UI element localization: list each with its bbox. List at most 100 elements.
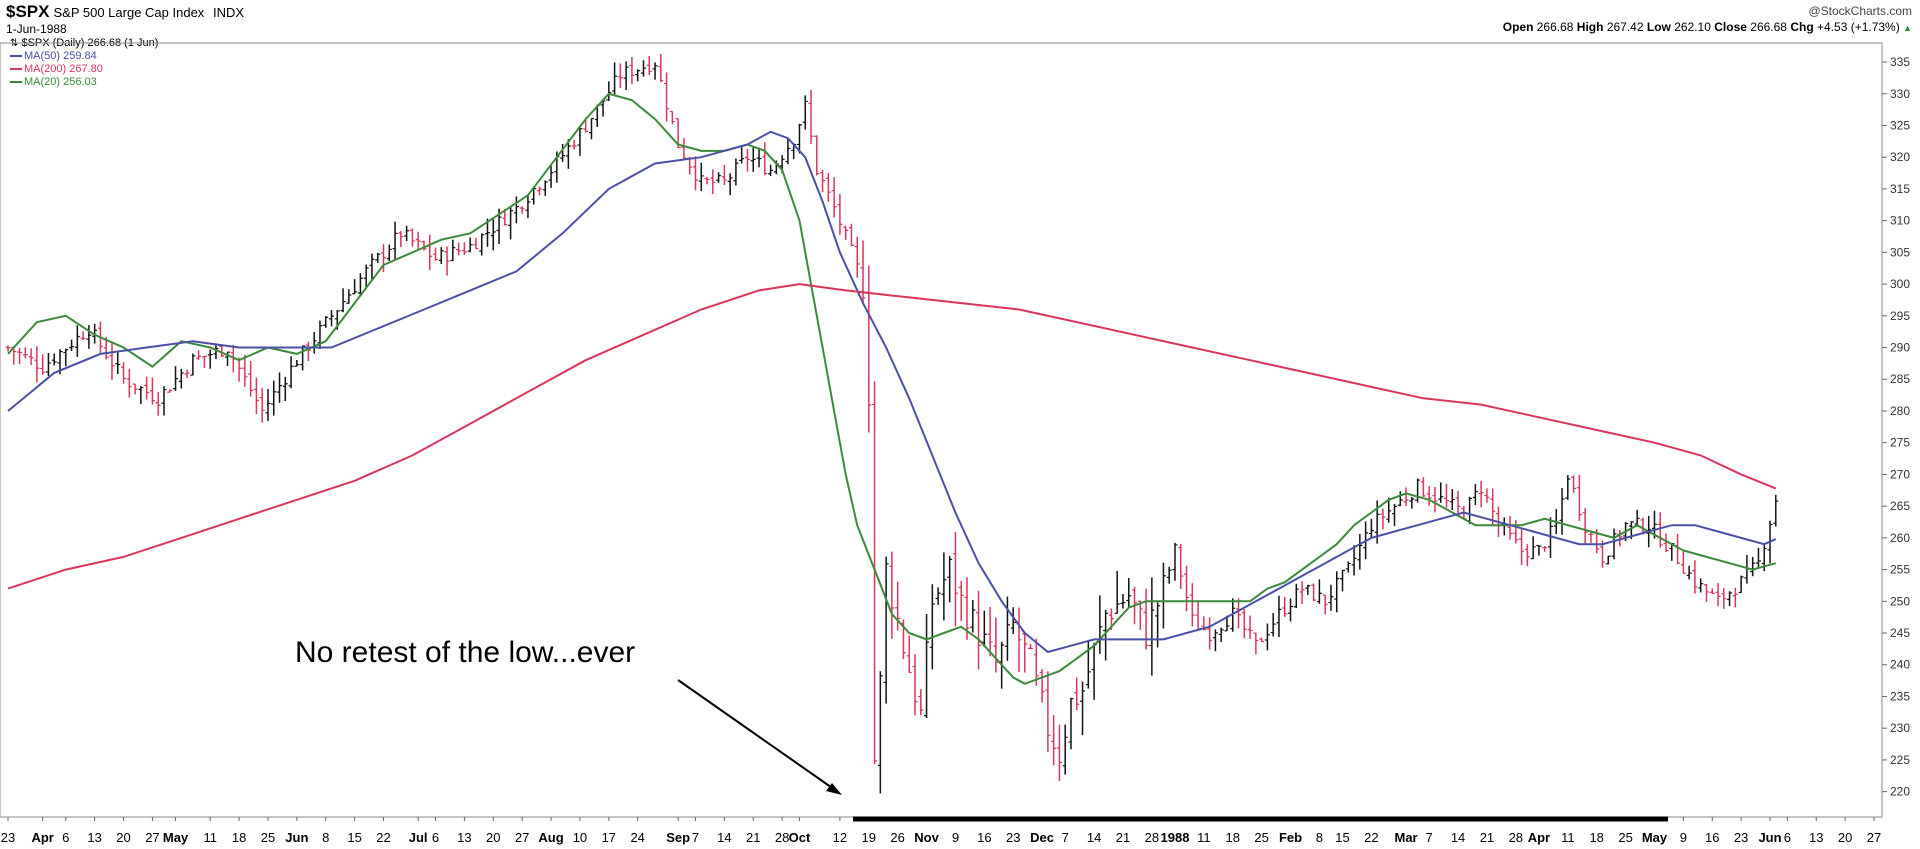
legend-ma20-label: MA(20) 256.03 <box>24 76 97 88</box>
x-tick-label: Dec <box>1030 830 1054 845</box>
y-tick-label: 335 <box>1890 55 1910 69</box>
x-tick-label: 9 <box>952 830 959 845</box>
x-tick-label: 15 <box>347 830 361 845</box>
x-tick-label: Jun <box>1758 830 1781 845</box>
open-label: Open <box>1502 20 1534 34</box>
symbol-label: $SPX <box>6 2 50 21</box>
y-tick-label: 275 <box>1890 436 1910 450</box>
annotation-arrow <box>677 679 839 793</box>
low-label: Low <box>1646 20 1671 34</box>
x-tick-label: 9 <box>1680 830 1687 845</box>
chart-legend: ⇅ $SPX (Daily) 266.68 (1 Jun) MA(50) 259… <box>10 37 158 89</box>
x-tick-label: 28 <box>1509 830 1523 845</box>
x-tick-label: 23 <box>1006 830 1020 845</box>
x-tick-label: 22 <box>1364 830 1378 845</box>
high-label: High <box>1576 20 1604 34</box>
chg-value: +4.53 (+1.73%) <box>1817 20 1900 34</box>
high-value: 267.42 <box>1606 20 1644 34</box>
y-tick-label: 240 <box>1890 658 1910 672</box>
x-tick-label: 25 <box>1618 830 1632 845</box>
annotation-text: No retest of the low...ever <box>295 636 636 669</box>
y-tick-label: 305 <box>1890 245 1910 259</box>
x-tick-label: 16 <box>977 830 991 845</box>
y-tick-label: 230 <box>1890 721 1910 735</box>
x-tick-label: Mar <box>1394 830 1417 845</box>
x-tick-label: 11 <box>203 830 217 845</box>
x-tick-label: 14 <box>1451 830 1465 845</box>
x-tick-label: 27 <box>145 830 159 845</box>
x-tick-label: Jul <box>409 830 428 845</box>
x-tick-label: 7 <box>1426 830 1433 845</box>
legend-ma200-label: MA(200) 267.80 <box>24 63 103 75</box>
y-tick-label: 280 <box>1890 404 1910 418</box>
x-tick-label: Aug <box>538 830 563 845</box>
ohlc-readout: Open 266.68 High 267.42 Low 262.10 Close… <box>1503 20 1912 34</box>
chart-date: 1-Jun-1988 <box>6 22 67 36</box>
y-tick-label: 245 <box>1890 626 1910 640</box>
x-tick-label: 14 <box>717 830 731 845</box>
y-tick-label: 255 <box>1890 563 1910 577</box>
x-tick-label: 8 <box>322 830 329 845</box>
x-tick-label: 24 <box>630 830 644 845</box>
x-tick-label: 7 <box>692 830 699 845</box>
x-tick-label: 20 <box>116 830 130 845</box>
x-tick-label: 6 <box>432 830 439 845</box>
y-tick-label: 225 <box>1890 753 1910 767</box>
x-tick-label: Nov <box>914 830 939 845</box>
y-tick-label: 300 <box>1890 277 1910 291</box>
x-tick-label: 11 <box>1197 830 1211 845</box>
x-tick-label: 23 <box>1734 830 1748 845</box>
x-tick-label: 28 <box>775 830 789 845</box>
y-tick-label: 250 <box>1890 594 1910 608</box>
x-tick-label: 27 <box>1867 830 1881 845</box>
x-tick-label: 27 <box>515 830 529 845</box>
close-label: Close <box>1714 20 1747 34</box>
x-tick-label: May <box>163 830 189 845</box>
x-tick-label: Jun <box>285 830 308 845</box>
x-tick-label: 14 <box>1087 830 1101 845</box>
legend-ma50: MA(50) 259.84 <box>10 50 158 63</box>
x-tick-label: 18 <box>1226 830 1240 845</box>
chart-symbol-header: $SPX S&P 500 Large Cap Index INDX <box>6 2 244 22</box>
x-tick-label: Apr <box>1528 830 1550 845</box>
x-tick-label: 23 <box>1 830 15 845</box>
y-tick-label: 235 <box>1890 689 1910 703</box>
y-tick-label: 290 <box>1890 341 1910 355</box>
ma-line-ma50 <box>7 130 1777 654</box>
y-tick-label: 285 <box>1890 372 1910 386</box>
ma-line-ma200 <box>7 283 1777 590</box>
x-tick-label: 28 <box>1145 830 1159 845</box>
x-tick-label: 10 <box>573 830 587 845</box>
brand-watermark: @StockCharts.com <box>1808 4 1912 18</box>
annotation-arrowhead <box>826 783 842 795</box>
y-tick-label: 310 <box>1890 214 1910 228</box>
y-tick-label: 270 <box>1890 467 1910 481</box>
x-tick-label: Sep <box>666 830 690 845</box>
y-tick-label: 330 <box>1890 87 1910 101</box>
x-tick-label: 25 <box>1254 830 1268 845</box>
x-tick-label: 18 <box>1589 830 1603 845</box>
x-tick-label: 21 <box>1116 830 1130 845</box>
y-tick-label: 220 <box>1890 785 1910 799</box>
x-tick-label: 11 <box>1561 830 1575 845</box>
x-tick-label: 8 <box>1316 830 1323 845</box>
x-tick-label: 21 <box>746 830 760 845</box>
close-value: 266.68 <box>1750 20 1787 34</box>
x-tick-label: 20 <box>1838 830 1852 845</box>
x-tick-label: 1988 <box>1161 830 1190 845</box>
x-tick-label: 25 <box>261 830 275 845</box>
x-tick-label: 16 <box>1705 830 1719 845</box>
x-tick-label: 13 <box>457 830 471 845</box>
x-tick-label: 6 <box>1784 830 1791 845</box>
x-tick-label: Feb <box>1279 830 1302 845</box>
x-tick-label: 18 <box>232 830 246 845</box>
x-tick-label: May <box>1642 830 1668 845</box>
x-tick-label: Oct <box>789 830 811 845</box>
y-tick-label: 320 <box>1890 150 1910 164</box>
x-tick-label: 13 <box>87 830 101 845</box>
x-tick-label: 7 <box>1062 830 1069 845</box>
x-tick-label: 6 <box>62 830 69 845</box>
x-tick-label: Apr <box>31 830 53 845</box>
y-tick-label: 260 <box>1890 531 1910 545</box>
